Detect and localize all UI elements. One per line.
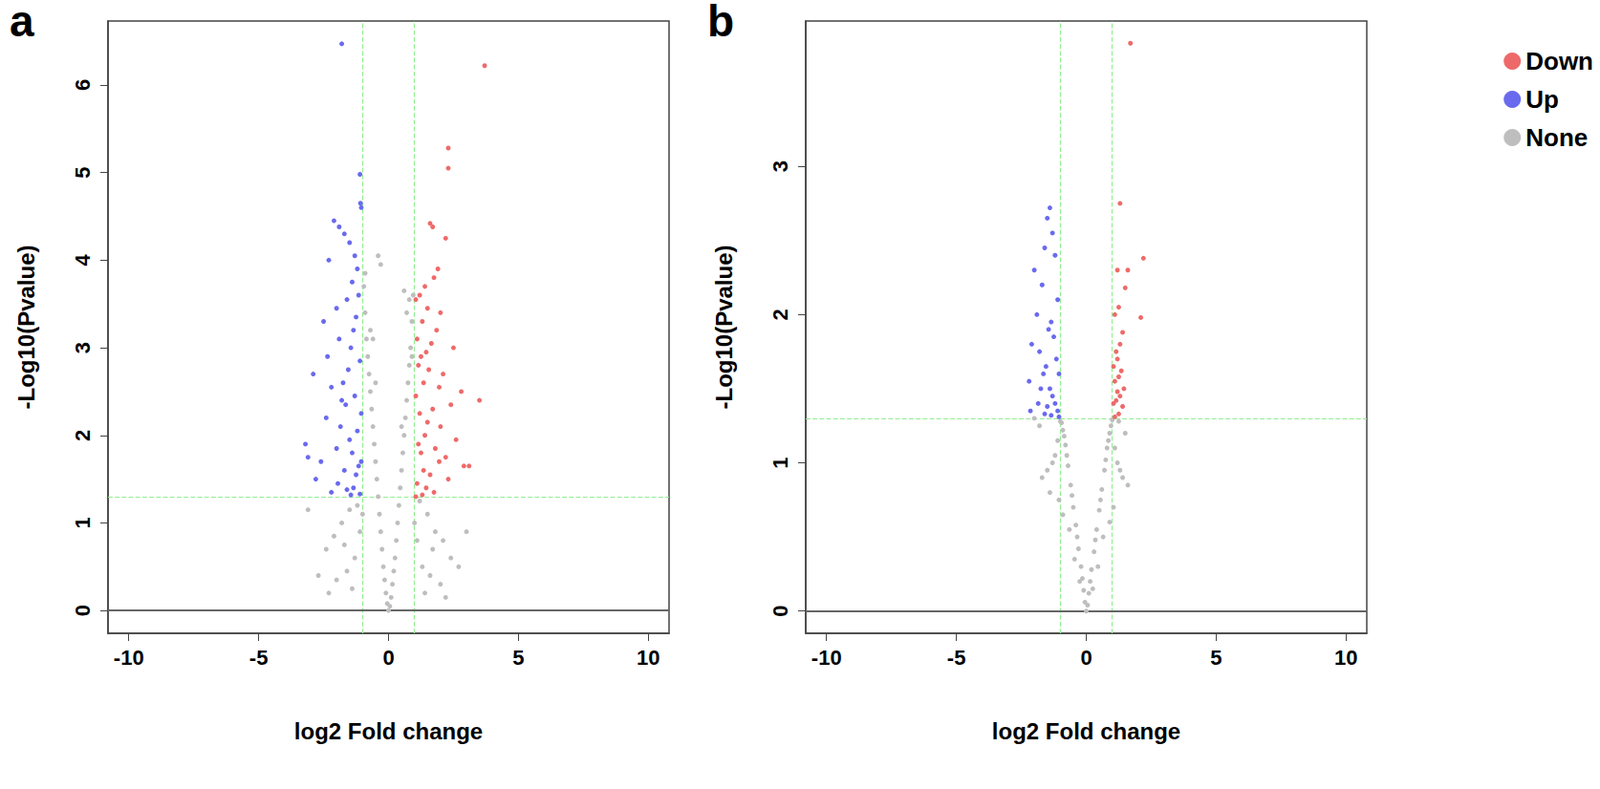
- svg-text:1: 1: [70, 517, 95, 529]
- svg-text:0: 0: [70, 605, 95, 617]
- svg-text:b: b: [707, 0, 735, 46]
- svg-text:1: 1: [768, 456, 793, 469]
- svg-text:-5: -5: [249, 646, 269, 671]
- svg-text:4: 4: [70, 253, 95, 266]
- svg-text:Down: Down: [1525, 46, 1594, 76]
- svg-text:0: 0: [382, 646, 394, 671]
- svg-text:10: 10: [636, 646, 660, 671]
- svg-text:10: 10: [1334, 646, 1358, 671]
- svg-text:log2 Fold change: log2 Fold change: [294, 718, 483, 745]
- svg-text:log2 Fold change: log2 Fold change: [992, 718, 1181, 745]
- svg-text:0: 0: [1080, 646, 1092, 671]
- svg-text:Up: Up: [1525, 85, 1559, 114]
- svg-text:2: 2: [768, 308, 793, 321]
- svg-text:5: 5: [1210, 646, 1222, 671]
- svg-text:None: None: [1525, 123, 1588, 152]
- svg-text:a: a: [9, 0, 35, 46]
- svg-text:5: 5: [70, 167, 95, 179]
- svg-text:-5: -5: [947, 646, 967, 671]
- svg-text:5: 5: [512, 646, 524, 671]
- svg-text:-Log10(Pvalue): -Log10(Pvalue): [13, 244, 40, 410]
- svg-text:3: 3: [768, 160, 793, 173]
- svg-text:0: 0: [768, 605, 793, 618]
- svg-text:3: 3: [70, 342, 95, 354]
- svg-text:6: 6: [70, 79, 95, 91]
- svg-text:-10: -10: [113, 646, 145, 671]
- svg-text:-10: -10: [811, 646, 843, 671]
- svg-text:2: 2: [70, 430, 95, 442]
- svg-text:-Log10(Pvalue): -Log10(Pvalue): [711, 244, 737, 410]
